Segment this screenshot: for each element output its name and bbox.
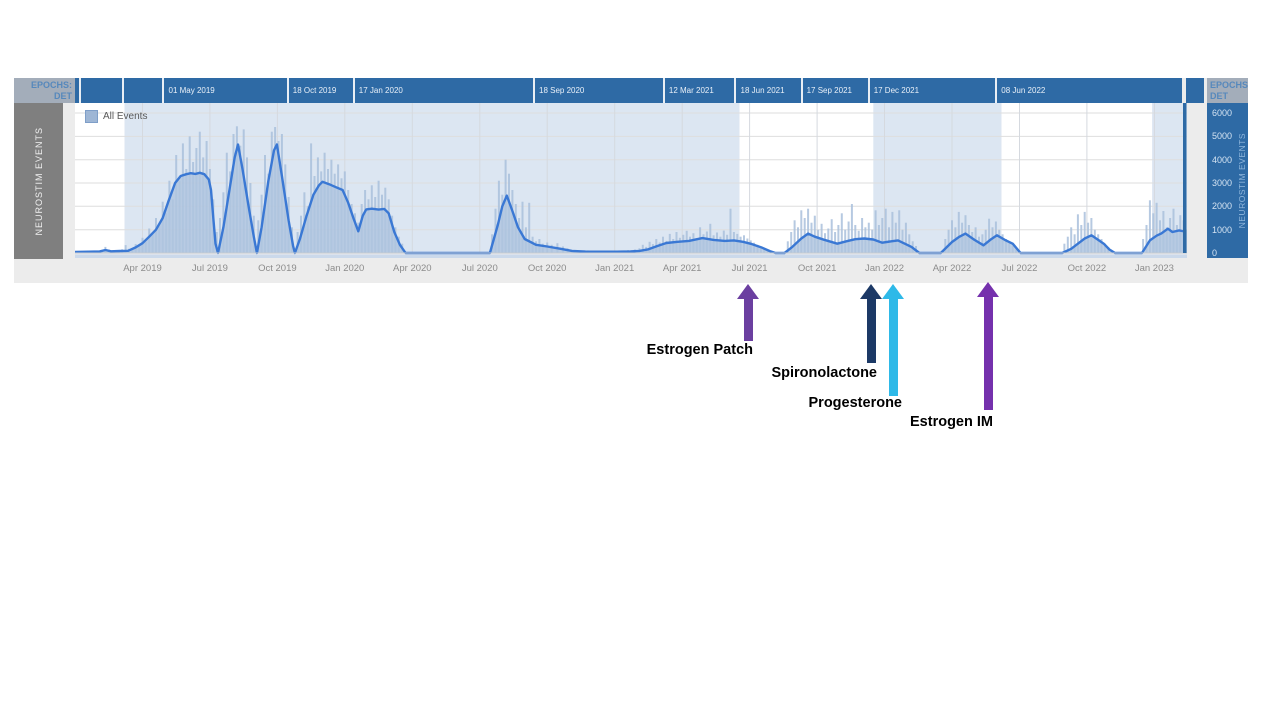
- y-tick-label: 1000: [1212, 224, 1233, 235]
- y-tick-label: 0: [1212, 248, 1218, 258]
- epoch-segment[interactable]: [124, 78, 165, 103]
- x-tick-label: Jul 2021: [731, 263, 768, 274]
- x-tick-label: Jan 2023: [1134, 263, 1174, 274]
- epoch-segment-12-mar-2021[interactable]: 12 Mar 2021: [665, 78, 737, 103]
- epoch-segment-current[interactable]: [1186, 78, 1204, 103]
- legend-label: All Events: [103, 111, 148, 122]
- x-tick-label: Apr 2021: [662, 263, 702, 274]
- epoch-segment-01-may-2019[interactable]: 01 May 2019: [165, 78, 289, 103]
- x-tick-label: Apr 2022: [932, 263, 972, 274]
- progesterone-arrow-icon: [882, 284, 904, 299]
- y-axis-title: NEUROSTIM EVENTS: [33, 126, 44, 236]
- progesterone-label: Progesterone: [808, 395, 902, 411]
- x-tick-label: Jan 2020: [325, 263, 365, 274]
- epochs-corner-text: DET: [1210, 91, 1228, 101]
- epoch-segment-18-jun-2021[interactable]: 18 Jun 2021: [737, 78, 803, 103]
- legend[interactable]: All Events: [85, 110, 147, 123]
- epoch-label: 01 May 2019: [168, 86, 215, 95]
- y-tick-label: 2000: [1212, 201, 1233, 212]
- epochs-det-corner-right: EPOCHS DET: [1207, 78, 1248, 103]
- progesterone-arrow-tail: [889, 298, 898, 396]
- epoch-label: 17 Dec 2021: [873, 86, 920, 95]
- spironolactone-label: Spironolactone: [771, 365, 877, 381]
- estrogen-patch-arrow-icon: [737, 284, 759, 299]
- epoch-segment-18-oct-2019[interactable]: 18 Oct 2019: [289, 78, 355, 103]
- x-tick-label: Jul 2019: [191, 263, 228, 274]
- estrogen-patch-arrow-tail: [744, 298, 753, 341]
- y-axis-title-panel-left: NEUROSTIM EVENTS: [14, 103, 63, 259]
- x-tick-label: Jan 2021: [595, 263, 635, 274]
- x-tick-label: Apr 2019: [123, 263, 162, 274]
- epoch-segment-17-dec-2021[interactable]: 17 Dec 2021: [870, 78, 998, 103]
- y-axis-title-panel-right: NEUROSTIM EVENTS: [1235, 103, 1248, 258]
- epoch-label: 18 Jun 2021: [740, 86, 785, 95]
- epoch-segment-18-sep-2020[interactable]: 18 Sep 2020: [535, 78, 665, 103]
- x-tick-label: Apr 2020: [393, 263, 432, 274]
- x-axis: Apr 2019 Jul 2019 Oct 2019 Jan 2020 Apr 2020…: [14, 258, 1248, 283]
- epoch-label: 18 Sep 2020: [539, 86, 585, 95]
- epoch-segment-17-sep-2021[interactable]: 17 Sep 2021: [803, 78, 870, 103]
- epoch-segment-17-jan-2020[interactable]: 17 Jan 2020: [355, 78, 535, 103]
- events-chart-svg: [74, 103, 1187, 259]
- x-tick-label: Oct 2019: [258, 263, 297, 274]
- x-tick-label: Jul 2020: [461, 263, 498, 274]
- epoch-label: 08 Jun 2022: [1001, 86, 1046, 95]
- estrogen-im-arrow-icon: [977, 282, 999, 297]
- epoch-segment[interactable]: [81, 78, 125, 103]
- spironolactone-arrow-icon: [860, 284, 882, 299]
- epochs-corner-text: EPOCHS:: [30, 80, 72, 90]
- legend-swatch-icon: [85, 110, 98, 123]
- x-tick-label: Jan 2022: [864, 263, 905, 274]
- plot-area: All Events: [74, 103, 1187, 259]
- y-tick-label: 6000: [1212, 108, 1233, 118]
- epoch-bar: 01 May 2019 18 Oct 2019 17 Jan 2020 18 Sep …: [75, 78, 1182, 103]
- epochs-det-corner-left: EPOCHS: DET: [14, 78, 75, 103]
- estrogen-patch-label: Estrogen Patch: [646, 342, 753, 358]
- epochs-corner-text: EPOCHS: [1210, 80, 1248, 90]
- x-tick-label: Oct 2022: [1067, 263, 1107, 274]
- x-tick-label: Jul 2022: [1001, 263, 1038, 274]
- estrogen-im-label: Estrogen IM: [910, 414, 993, 430]
- y-tick-label: 3000: [1212, 178, 1233, 188]
- epoch-label: 17 Sep 2021: [806, 86, 852, 95]
- y-axis-title: NEUROSTIM EVENTS: [1236, 132, 1247, 229]
- epoch-header-row: EPOCHS: DET 01 May 2019 18 Oct 2019 17 Jan…: [14, 78, 1248, 103]
- epoch-label: 18 Oct 2019: [292, 86, 337, 95]
- spironolactone-arrow-tail: [867, 298, 876, 363]
- y-tick-label: 5000: [1212, 131, 1233, 142]
- estrogen-im-arrow-tail: [984, 296, 993, 410]
- epochs-corner-text: DET: [54, 91, 72, 101]
- y-axis-panel: 0 1000 2000 3000 4000 5000 6000 NEUROSTIM EVEN…: [1207, 103, 1248, 258]
- epoch-segment[interactable]: [75, 78, 81, 103]
- y-tick-label: 4000: [1212, 154, 1233, 165]
- epoch-label: 17 Jan 2020: [358, 86, 403, 95]
- x-tick-label: Oct 2020: [527, 263, 567, 274]
- epoch-segment-08-jun-2022[interactable]: 08 Jun 2022: [997, 78, 1182, 103]
- neurostim-events-chart: EPOCHS: DET 01 May 2019 18 Oct 2019 17 Jan…: [14, 78, 1248, 283]
- epoch-label: 12 Mar 2021: [668, 86, 714, 95]
- x-tick-label: Oct 2021: [797, 263, 837, 274]
